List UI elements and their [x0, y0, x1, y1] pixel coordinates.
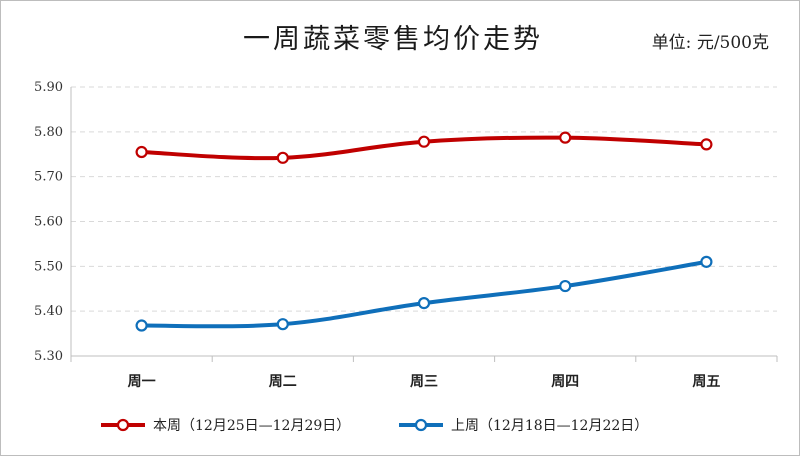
legend-marker [414, 418, 428, 432]
series-group [135, 131, 713, 332]
legend-marker [116, 418, 130, 432]
y-tick-label: 5.60 [34, 215, 63, 230]
x-axis: 周一 周二 周三 周四 周五 [70, 87, 778, 390]
series-line [141, 259, 707, 329]
x-tick-label: 周二 [269, 374, 297, 390]
data-point [559, 279, 572, 293]
data-point [417, 135, 431, 148]
y-tick-label: 5.90 [34, 80, 63, 95]
data-point [700, 255, 713, 268]
y-tick-label: 5.40 [34, 304, 63, 319]
y-tick-label: 5.70 [34, 170, 63, 185]
unit-label: 单位: 元/500克 [652, 33, 769, 53]
y-tick-label: 5.50 [34, 259, 63, 274]
legend-label: 本周（12月25日—12月29日） [153, 418, 350, 434]
data-point [559, 131, 572, 144]
x-tick-label: 周三 [410, 374, 438, 390]
y-tick-label: 5.80 [34, 125, 63, 140]
chart-title: 一周蔬菜零售均价走势 [243, 24, 543, 55]
data-point [700, 138, 713, 151]
legend: 本周（12月25日—12月29日） 上周（12月18日—12月22日） [101, 418, 648, 434]
data-point [135, 319, 148, 332]
series-1 [135, 131, 713, 164]
series-2 [135, 255, 713, 332]
data-point [276, 318, 289, 331]
y-axis-ticks: 5.90 5.80 5.70 5.60 5.50 5.40 5.30 [34, 80, 63, 364]
y-tick-label: 5.30 [34, 349, 63, 364]
x-tick-label: 周一 [128, 374, 156, 390]
legend-label: 上周（12月18日—12月22日） [451, 418, 648, 434]
legend-item: 本周（12月25日—12月29日） [101, 418, 350, 434]
data-point [417, 296, 431, 310]
x-tick-label: 周五 [692, 374, 720, 390]
x-tick-label: 周四 [551, 374, 579, 390]
data-point [276, 151, 289, 164]
data-point [135, 145, 148, 159]
gridlines [71, 86, 777, 312]
legend-item: 上周（12月18日—12月22日） [399, 418, 648, 434]
